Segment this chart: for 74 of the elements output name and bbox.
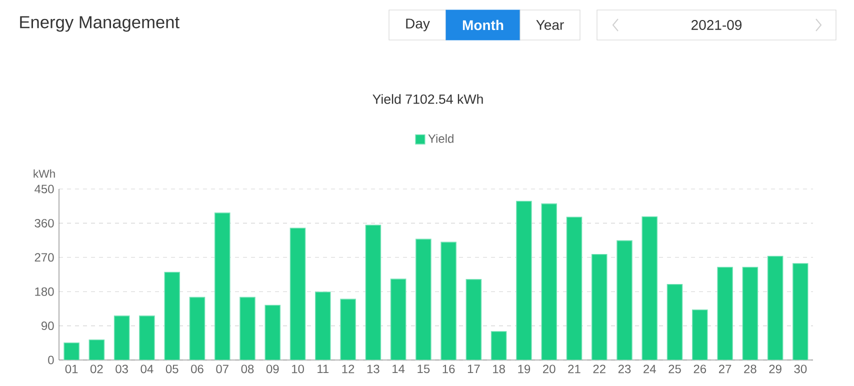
x-tick-label: 29 <box>769 364 782 374</box>
text: Month <box>462 20 504 30</box>
bar <box>139 316 155 360</box>
chart-title: Energy Management <box>20 16 180 32</box>
text: Year <box>536 20 564 30</box>
legend-label: Yield <box>428 134 454 143</box>
y-tick-label: 0 <box>48 356 54 364</box>
bar <box>214 212 230 360</box>
y-tick-label: 180 <box>35 287 54 296</box>
y-tick-label: 90 <box>42 322 54 330</box>
text: 2021-09 <box>692 20 742 30</box>
x-tick-label: 19 <box>518 364 530 374</box>
bar <box>767 256 784 360</box>
x-tick-label: 18 <box>493 364 505 374</box>
x-tick-label: 15 <box>418 364 430 374</box>
chart-subtitle: Yield 7102.54 kWh <box>372 94 483 104</box>
x-tick-label: 08 <box>241 364 254 374</box>
x-tick-label: 13 <box>367 364 380 374</box>
bar <box>792 263 808 360</box>
bar <box>64 342 80 360</box>
x-tick-label: 10 <box>292 364 304 374</box>
bar <box>365 224 382 360</box>
bar <box>717 266 733 360</box>
x-tick-label: 16 <box>442 364 455 374</box>
x-tick-label: 01 <box>65 364 78 374</box>
x-tick-label: 22 <box>593 364 606 374</box>
bar <box>616 240 632 360</box>
x-tick-label: 20 <box>543 364 556 374</box>
x-tick-label: 02 <box>90 364 103 374</box>
bar <box>114 316 130 360</box>
bar <box>390 278 406 360</box>
bar <box>466 279 482 360</box>
bar <box>164 272 180 360</box>
bar <box>541 203 558 360</box>
bar <box>692 309 708 360</box>
x-tick-label: 14 <box>392 364 405 373</box>
text: Day <box>406 18 430 32</box>
bar <box>566 216 582 360</box>
bar <box>189 296 206 360</box>
x-tick-label: 21 <box>568 364 580 374</box>
x-tick-label: 24 <box>644 364 656 374</box>
x-tick-label: 26 <box>694 364 706 374</box>
x-tick-label: 25 <box>668 364 681 374</box>
y-tick-label: 450 <box>34 184 54 194</box>
bar <box>240 296 256 360</box>
x-tick-label: 23 <box>618 364 631 374</box>
x-tick-label: 04 <box>140 364 154 374</box>
bar <box>666 284 683 360</box>
bar <box>591 254 608 360</box>
x-tick-label: 17 <box>468 364 480 373</box>
x-tick-label: 30 <box>794 364 807 374</box>
bar <box>416 238 432 360</box>
bar <box>290 228 306 360</box>
x-tick-label: 06 <box>191 364 204 374</box>
bar <box>264 304 281 360</box>
bar <box>340 298 356 360</box>
y-tick-label: 270 <box>34 253 54 262</box>
y-axis-title: kWh <box>34 169 55 178</box>
bar <box>642 216 658 360</box>
bar <box>516 200 532 360</box>
x-tick-label: 28 <box>744 364 756 374</box>
x-tick-label: 05 <box>166 364 178 374</box>
x-tick-label: 09 <box>266 364 279 374</box>
x-tick-label: 11 <box>318 364 329 373</box>
bar <box>490 331 507 360</box>
x-tick-label: 03 <box>116 364 128 374</box>
x-tick-label: 12 <box>342 364 354 374</box>
x-tick-label: 07 <box>216 364 228 374</box>
bar <box>315 292 331 360</box>
bar <box>440 242 456 360</box>
bar <box>88 339 105 360</box>
y-tick-label: 360 <box>34 218 54 228</box>
bar <box>742 266 758 360</box>
x-tick-label: 27 <box>718 364 732 374</box>
